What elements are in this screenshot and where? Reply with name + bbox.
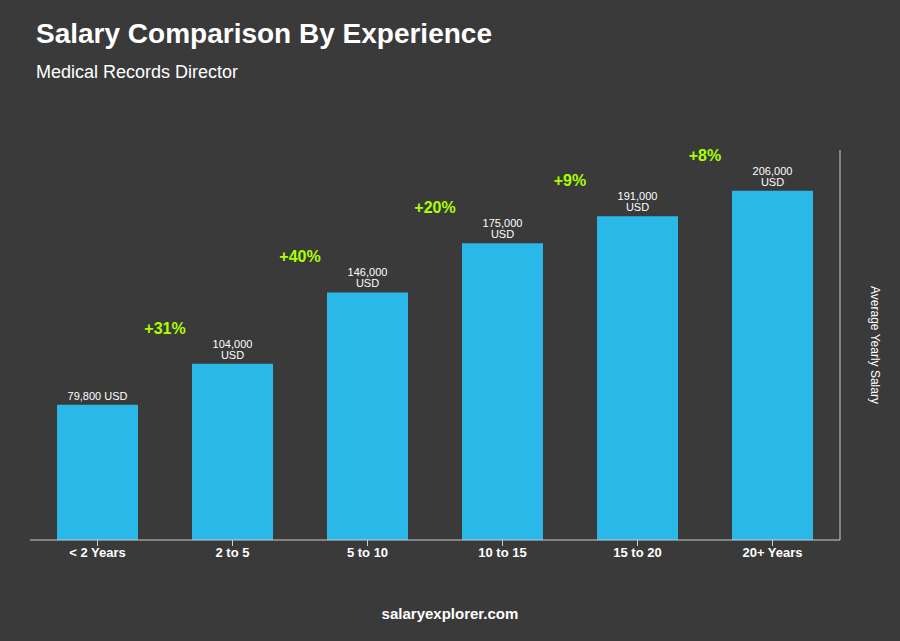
svg-text:10 to 15: 10 to 15 bbox=[478, 545, 526, 560]
svg-text:206,000USD: 206,000USD bbox=[753, 165, 793, 188]
svg-text:Average Yearly Salary: Average Yearly Salary bbox=[868, 286, 882, 404]
html-text:Medical Records Director: Medical Records Director bbox=[36, 62, 239, 82]
html-text:Salary Comparison By Experienc: Salary Comparison By Experience bbox=[36, 18, 492, 49]
svg-text:+40%: +40% bbox=[279, 248, 320, 265]
svg-text:104,000USD: 104,000USD bbox=[213, 338, 253, 361]
svg-text:+31%: +31% bbox=[144, 320, 185, 337]
svg-text:79,800 USD: 79,800 USD bbox=[68, 390, 128, 402]
svg-text:20+ Years: 20+ Years bbox=[742, 545, 802, 560]
svg-text:+8%: +8% bbox=[689, 147, 721, 164]
svg-text:146,000USD: 146,000USD bbox=[348, 266, 388, 289]
svg-text:+9%: +9% bbox=[554, 172, 586, 189]
svg-text:5 to 10: 5 to 10 bbox=[347, 545, 388, 560]
svg-text:2 to 5: 2 to 5 bbox=[216, 545, 250, 560]
svg-text:< 2 Years: < 2 Years bbox=[69, 545, 126, 560]
svg-text:15 to 20: 15 to 20 bbox=[613, 545, 661, 560]
svg-text:191,000USD: 191,000USD bbox=[618, 190, 658, 213]
html-text:salaryexplorer.com: salaryexplorer.com bbox=[381, 605, 519, 622]
svg-text:175,000USD: 175,000USD bbox=[483, 217, 523, 240]
svg-text:+20%: +20% bbox=[414, 199, 455, 216]
